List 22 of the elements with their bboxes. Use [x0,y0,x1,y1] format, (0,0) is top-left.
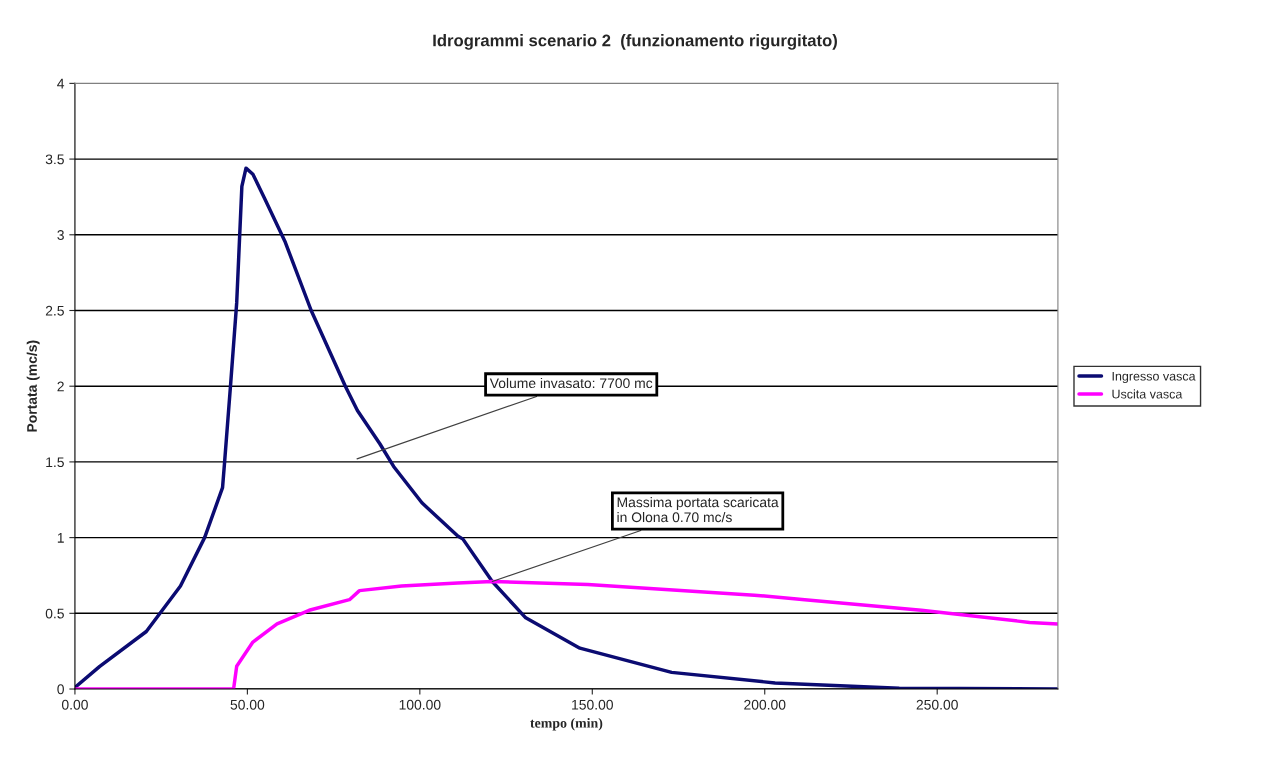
y-tick-label: 3 [57,230,64,240]
y-tick-label: 1 [57,533,64,543]
y-tick-label: 0.5 [45,608,64,619]
y-tick-label: 1.5 [46,457,64,468]
y-tick-label: 2.5 [45,305,64,316]
x-tick-label: 50.00 [230,699,265,710]
x-tick-label: 100.00 [399,699,441,710]
annotation: Massima portata scaricata in Olona 0.70 mc/s [617,497,779,523]
x-tick-label: 150.00 [572,699,613,710]
y-tick-label: 0 [57,684,64,695]
x-axis-title: tempo (min) [530,717,603,731]
x-tick-label: 200.00 [744,699,786,710]
y-axis-title: Portata (mc/s) [26,340,40,432]
annotation: Volume invasato: 7700 mc [489,377,653,389]
y-tick-label: 2 [57,381,64,392]
y-tick-label: 3.5 [45,154,64,165]
chart-title: Idrogrammi scenario 2 (funzionamento rigurgitato) [433,34,837,50]
legend-label: Ingresso vasca [1112,371,1196,384]
x-tick-label: 0.00 [61,699,88,710]
x-tick-label: 250.00 [916,699,958,710]
y-tick-label: 4 [57,78,65,89]
legend-label: Uscita vasca [1112,389,1183,399]
